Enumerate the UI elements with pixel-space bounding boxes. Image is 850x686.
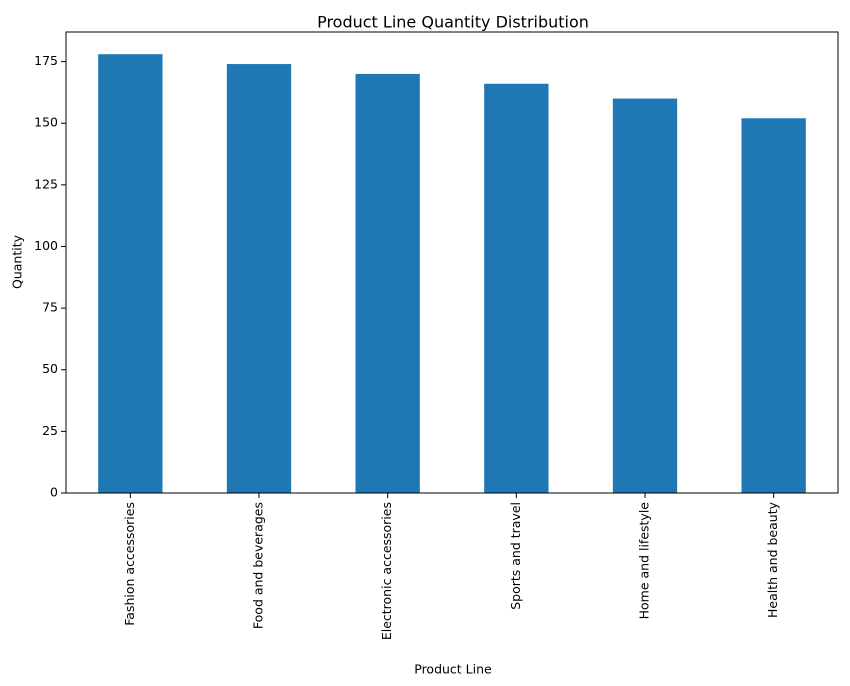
x-tick-label: Food and beverages — [251, 502, 266, 629]
x-tick-label: Sports and travel — [508, 502, 523, 610]
y-tick-label: 125 — [34, 176, 58, 191]
bar — [612, 98, 678, 493]
y-tick-label: 25 — [42, 423, 58, 438]
y-tick-label: 100 — [34, 238, 58, 253]
x-tick-label: Fashion accessories — [122, 502, 137, 626]
x-tick-label: Electronic accessories — [379, 502, 394, 640]
y-tick-label: 175 — [34, 53, 58, 68]
y-tick-label: 50 — [42, 361, 58, 376]
bar — [484, 83, 549, 494]
x-tick-label: Home and lifestyle — [637, 502, 652, 620]
bar — [355, 73, 420, 493]
plot-frame — [65, 31, 839, 494]
y-axis-label: Quantity — [10, 234, 25, 289]
y-tick-label: 75 — [42, 300, 58, 315]
y-tick-label: 150 — [34, 115, 58, 130]
bar — [741, 118, 806, 493]
plot-area: 0 25 50 75 100 125 150 175 Fashion accessories Fo… — [34, 31, 839, 640]
y-tick-label: 0 — [50, 485, 58, 500]
x-axis-label: Product Line — [414, 662, 492, 677]
chart-title: Product Line Quantity Distribution — [317, 13, 589, 32]
bar — [98, 54, 163, 493]
bar — [226, 64, 292, 494]
x-tick-label: Health and beauty — [765, 501, 780, 618]
